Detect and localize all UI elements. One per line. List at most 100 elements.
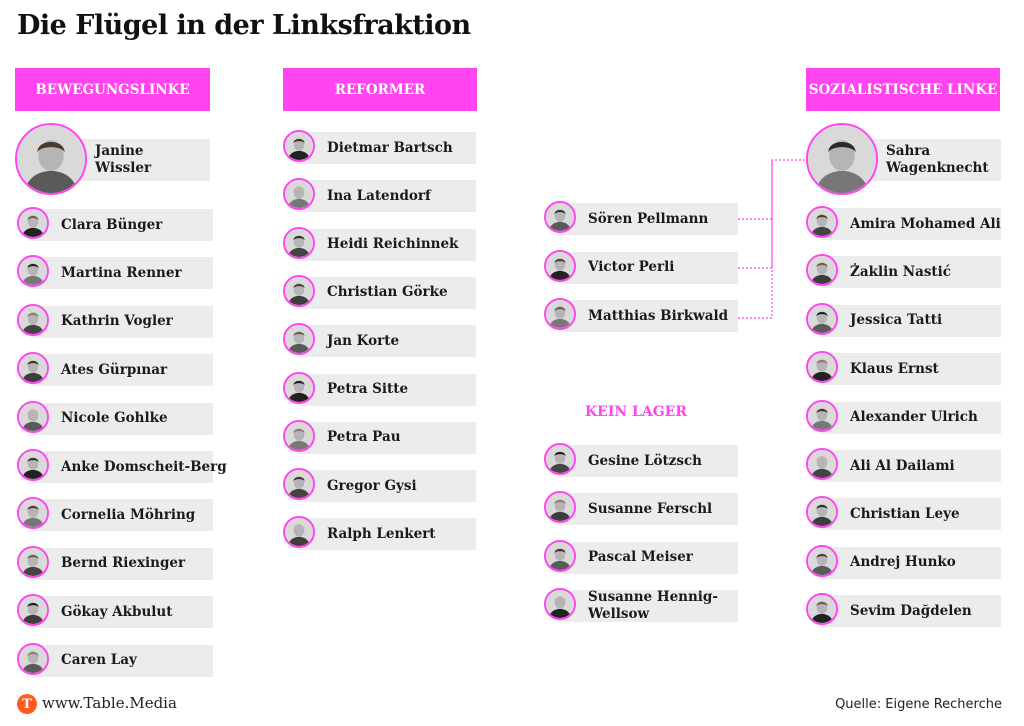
name-bar (820, 401, 1001, 434)
portrait-icon (283, 516, 315, 549)
name-bar (558, 203, 738, 235)
name-bar (297, 518, 476, 551)
member-name: Ali Al Dailami (850, 457, 955, 474)
footer-source: Quelle: Eigene Recherche (835, 697, 1002, 712)
name-bar (31, 354, 213, 387)
name-bar (31, 451, 213, 483)
member-name: Alexander Ulrich (850, 409, 978, 426)
portrait-icon (544, 201, 576, 233)
member-card: Clara Bünger (17, 203, 213, 247)
name-bar (31, 644, 213, 677)
name-bar (297, 180, 476, 213)
portrait-icon (544, 298, 576, 330)
name-bar (31, 257, 213, 290)
member-name: Gregor Gysi (327, 477, 417, 494)
member-name: Cornelia Möhring (61, 506, 196, 523)
member-card: Nicole Gohlke (17, 397, 213, 441)
name-bar (820, 546, 1001, 579)
member-card: Jan Korte (283, 319, 476, 363)
member-name: Andrej Hunko (850, 554, 956, 571)
portrait-icon (806, 496, 838, 529)
member-name: Dietmar Bartsch (327, 139, 453, 156)
portrait-icon (17, 303, 49, 336)
member-card: Amira Mohamed Ali (806, 202, 1001, 246)
member-card: Gökay Akbulut (17, 590, 213, 634)
member-name: Matthias Birkwald (588, 307, 729, 324)
member-name: Caren Lay (61, 652, 137, 669)
member-card: Martina Renner (17, 251, 213, 295)
lead-name: Sahra Wagenknecht (886, 143, 989, 176)
portrait-icon (544, 587, 576, 620)
member-card: Klaus Ernst (806, 347, 1001, 391)
portrait-icon (806, 399, 838, 432)
member-card: Anke Domscheit-Berg (17, 445, 227, 489)
member-name: Gesine Lötzsch (588, 452, 702, 469)
member-name: Pascal Meiser (588, 549, 693, 566)
name-bar (820, 256, 1001, 289)
name-bar (558, 300, 738, 332)
portrait-icon (806, 544, 838, 577)
member-card: Caren Lay (17, 639, 213, 683)
member-card: Heidi Reichinnek (283, 223, 476, 267)
footer-site: www.Table.Media (42, 694, 177, 712)
name-bar (297, 132, 476, 164)
member-name: Christian Leye (850, 505, 960, 522)
member-name: Petra Pau (327, 429, 401, 446)
portrait-icon (544, 491, 576, 524)
member-name: Clara Bünger (61, 216, 163, 233)
member-card: Matthias Birkwald (544, 294, 738, 338)
member-name: Żaklin Nastić (850, 263, 951, 280)
header-sozialistische-linke: SOZIALISTISCHE LINKE (806, 68, 1000, 111)
portrait-icon (283, 274, 315, 307)
member-name: Ates Gürpınar (61, 361, 168, 378)
member-name: Martina Renner (61, 264, 182, 281)
name-bar (820, 450, 1001, 482)
member-name: Klaus Ernst (850, 360, 939, 377)
member-name: Heidi Reichinnek (327, 236, 459, 253)
member-name: Gökay Akbulut (61, 603, 173, 620)
portrait-icon (544, 443, 576, 475)
portrait-icon (806, 351, 838, 384)
header-kein-lager: KEIN LAGER (584, 404, 688, 420)
name-bar (31, 305, 213, 338)
portrait-icon (283, 468, 315, 501)
name-bar (558, 251, 738, 284)
portrait-icon (17, 207, 49, 239)
member-name: Christian Görke (327, 284, 448, 301)
member-name: Amira Mohamed Ali (850, 215, 1001, 232)
name-bar (820, 208, 1001, 240)
name-bar (31, 596, 213, 629)
name-bar (31, 402, 213, 435)
portrait-icon (283, 419, 315, 452)
name-bar (297, 325, 476, 358)
portrait-icon (806, 593, 838, 626)
portrait-icon (283, 178, 315, 211)
portrait-icon (17, 594, 49, 627)
member-card: Pascal Meiser (544, 536, 738, 580)
name-bar (31, 209, 213, 241)
portrait-icon (544, 249, 576, 282)
member-name: Anke Domscheit-Berg (61, 458, 227, 475)
portrait-icon (806, 448, 838, 480)
member-card: Andrej Hunko (806, 541, 1001, 585)
member-name: Kathrin Vogler (61, 313, 173, 330)
portrait-icon (806, 206, 838, 238)
member-name: Ralph Lenkert (327, 525, 436, 542)
member-name: Nicole Gohlke (61, 410, 168, 427)
member-card: Ralph Lenkert (283, 512, 476, 556)
member-card: Victor Perli (544, 246, 738, 290)
member-card: Susanne Ferschl (544, 487, 738, 531)
member-card: Ina Latendorf (283, 174, 476, 218)
member-card: Christian Görke (283, 271, 476, 315)
member-name: Sören Pellmann (588, 210, 709, 227)
name-bar (558, 589, 738, 622)
member-name: Susanne Ferschl (588, 500, 713, 517)
portrait-icon (17, 449, 49, 481)
member-card: Żaklin Nastić (806, 250, 1001, 294)
name-bar (558, 445, 738, 477)
portrait-icon (544, 539, 576, 572)
portrait-icon (283, 226, 315, 259)
name-bar (297, 228, 476, 261)
member-card: Sören Pellmann (544, 197, 738, 241)
